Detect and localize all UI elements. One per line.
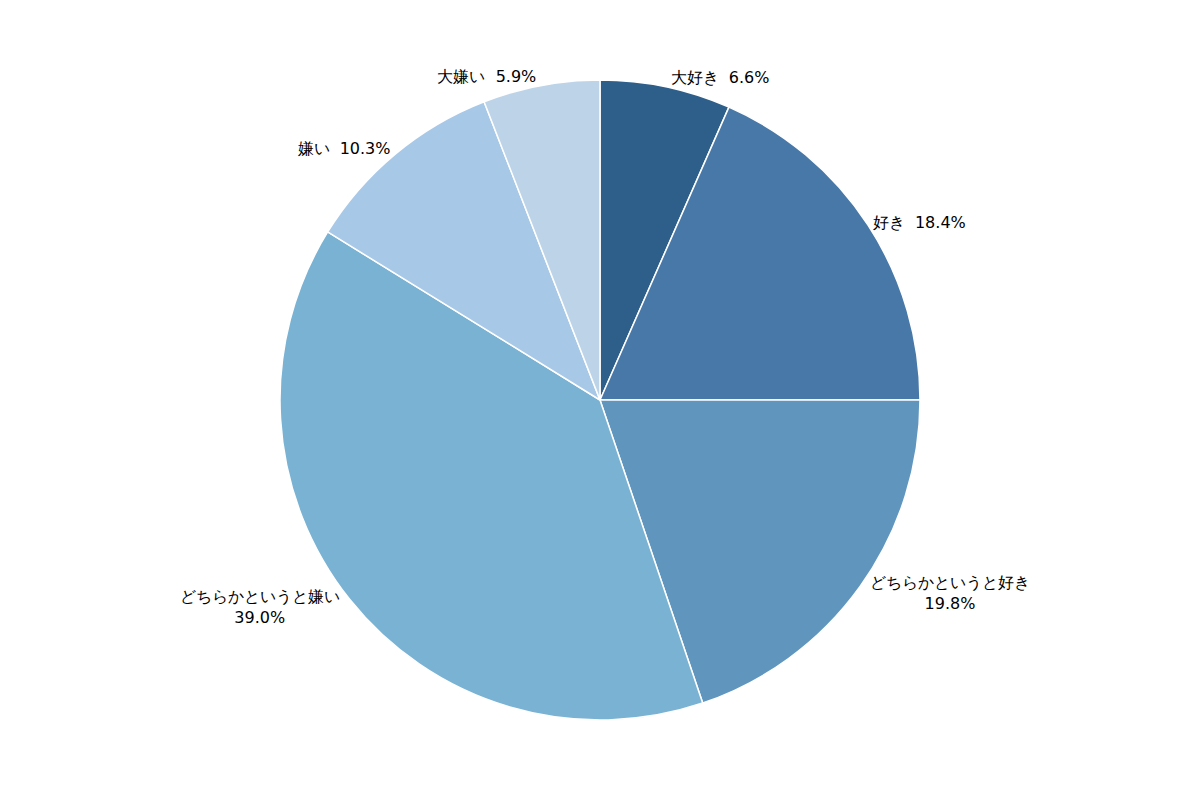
svg-text:どちらかというと嫌い39.0%: どちらかというと嫌い39.0% xyxy=(180,587,340,627)
svg-text:大好き 6.6%: 大好き 6.6% xyxy=(671,68,770,87)
svg-text:嫌い 10.3%: 嫌い 10.3% xyxy=(298,139,391,158)
svg-text:好き 18.4%: 好き 18.4% xyxy=(873,213,966,232)
svg-text:大嫌い 5.9%: 大嫌い 5.9% xyxy=(437,67,536,86)
svg-text:どちらかというと好き19.8%: どちらかというと好き19.8% xyxy=(870,573,1030,613)
